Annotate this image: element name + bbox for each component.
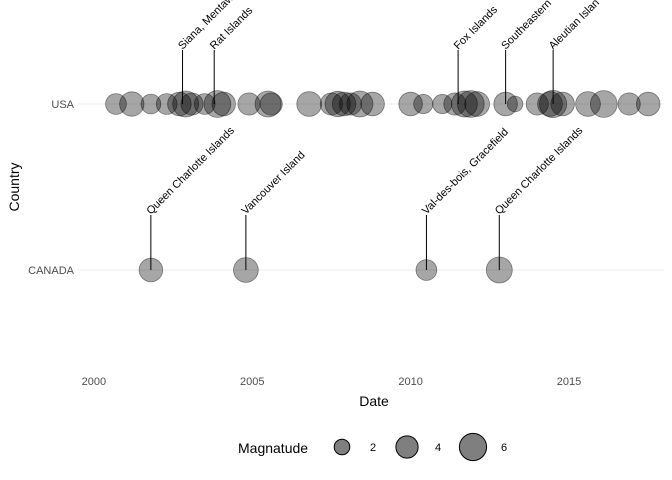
x-tick-label: 2015: [557, 376, 581, 388]
data-points: [105, 90, 661, 284]
x-tick-label: 2000: [82, 376, 106, 388]
x-tick-label: 2010: [398, 376, 422, 388]
data-point: [119, 91, 145, 117]
data-point: [259, 92, 283, 116]
data-point: [180, 92, 204, 116]
x-tick-label: 2005: [240, 376, 264, 388]
data-point: [506, 95, 524, 113]
legend-title: Magnatude: [238, 440, 308, 456]
data-point: [254, 90, 282, 118]
data-point: [237, 92, 261, 116]
legend-key-circle: [395, 435, 419, 459]
data-point: [319, 92, 343, 116]
data-point: [550, 91, 575, 117]
y-tick-labels: USA CANADA: [28, 99, 75, 277]
y-tick-label: CANADA: [28, 265, 75, 277]
data-point: [589, 90, 618, 118]
annotation-label: Queen Charlotte Islands: [145, 124, 238, 217]
data-point: [346, 90, 374, 118]
data-point: [203, 90, 232, 118]
data-point: [464, 91, 490, 117]
data-point: [167, 91, 192, 117]
data-point: [140, 93, 162, 115]
legend-key-circle: [458, 432, 488, 462]
data-point: [413, 94, 434, 115]
legend-key-label: 6: [501, 442, 507, 454]
data-point: [525, 92, 549, 116]
data-point: [432, 94, 453, 115]
data-point: [172, 90, 200, 118]
data-point: [155, 93, 178, 115]
size-legend: Magnatude 2 4 6: [238, 432, 507, 462]
data-point: [537, 91, 563, 117]
grid-lines: [78, 103, 664, 271]
x-tick-labels: 2000 2005 2010 2015: [82, 376, 582, 388]
legend-key-label: 4: [435, 442, 441, 454]
annotation-label: Southeastern: [499, 0, 554, 52]
data-point: [360, 91, 385, 117]
data-point: [324, 90, 351, 118]
legend-key-circle: [333, 438, 351, 456]
annotation-label: Aleutian Islan: [547, 0, 602, 52]
data-point: [617, 92, 641, 116]
y-tick-label: USA: [51, 99, 74, 111]
data-point: [296, 91, 323, 117]
data-point: [636, 91, 661, 117]
x-axis-title: Date: [359, 393, 389, 409]
data-point: [105, 93, 127, 115]
annotation-label: Fox Islands: [452, 4, 501, 53]
data-point: [398, 91, 423, 117]
data-point: [211, 91, 236, 117]
data-point: [331, 91, 357, 117]
data-point: [575, 91, 601, 117]
legend-items: 2 4 6: [333, 432, 507, 462]
data-point: [193, 93, 216, 115]
legend-key-label: 2: [370, 442, 376, 454]
data-point: [443, 92, 467, 116]
data-point: [456, 90, 485, 118]
annotation-label: Vancouver Island: [240, 149, 308, 217]
data-point: [338, 92, 362, 116]
y-axis-title: Country: [6, 162, 22, 211]
